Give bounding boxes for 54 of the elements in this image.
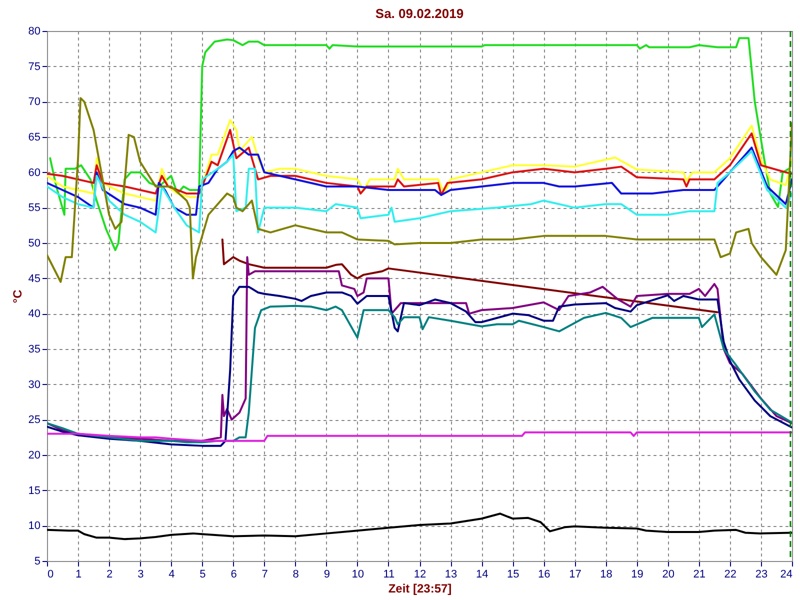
x-tick-label: 15 — [507, 568, 520, 580]
x-tick-label: 20 — [662, 568, 674, 580]
x-tick-label: 22 — [724, 568, 737, 580]
x-axis-title: Zeit [23:57] — [388, 582, 452, 596]
y-tick-label: 35 — [28, 344, 40, 356]
x-tick-label: 19 — [631, 568, 644, 580]
chart-title: Sa. 09.02.2019 — [375, 6, 464, 21]
y-tick-label: 25 — [28, 414, 40, 426]
line-series — [47, 146, 792, 216]
y-axis-title: °C — [10, 289, 24, 304]
x-tick-label: 16 — [538, 568, 550, 580]
x-tick-label: 11 — [383, 568, 395, 580]
y-tick-label: 60 — [28, 166, 40, 179]
x-tick-label: 13 — [444, 568, 458, 580]
x-tick-label: 6 — [230, 568, 237, 580]
line-series — [47, 128, 792, 196]
x-tick-label: 7 — [262, 568, 268, 580]
y-tick-label: 75 — [28, 60, 40, 73]
x-tick-label: 4 — [168, 568, 175, 580]
x-tick-label: 3 — [138, 568, 144, 580]
y-tick-label: 30 — [28, 378, 40, 391]
x-tick-label: 10 — [352, 568, 364, 580]
line-series — [47, 119, 792, 202]
y-tick-label: 45 — [28, 272, 40, 285]
x-tick-label: 5 — [200, 568, 206, 580]
y-tick-label: 65 — [28, 132, 40, 144]
line-series — [47, 512, 792, 540]
y-tick-label: 50 — [28, 238, 40, 250]
x-tick-label: 1 — [75, 568, 82, 580]
line-series — [47, 97, 792, 283]
y-tick-label: 55 — [28, 202, 40, 214]
x-tick-label: 18 — [600, 568, 612, 580]
x-tick-label: 12 — [414, 568, 426, 580]
x-tick-label: 8 — [292, 568, 299, 580]
x-tick-label: 0 — [48, 568, 54, 580]
line-series — [47, 150, 792, 234]
y-tick-label: 10 — [28, 520, 40, 532]
y-tick-label: 5 — [34, 556, 40, 568]
y-tick-label: 15 — [28, 484, 40, 497]
y-tick-label: 20 — [28, 450, 40, 462]
y-tick-label: 80 — [28, 26, 40, 38]
line-series — [49, 37, 792, 252]
y-tick-label: 70 — [28, 96, 40, 108]
x-tick-label: 21 — [693, 568, 706, 580]
x-tick-label: 14 — [476, 568, 488, 580]
x-tick-label: 9 — [324, 568, 330, 580]
x-tick-label: 2 — [106, 568, 113, 580]
line-series — [47, 431, 792, 442]
line-series — [47, 256, 792, 442]
line-series — [221, 238, 718, 314]
y-tick-label: 40 — [28, 308, 40, 320]
x-tick-label: 23 — [755, 568, 768, 580]
x-tick-label: 17 — [569, 568, 582, 580]
x-tick-label: 24 — [780, 568, 792, 580]
